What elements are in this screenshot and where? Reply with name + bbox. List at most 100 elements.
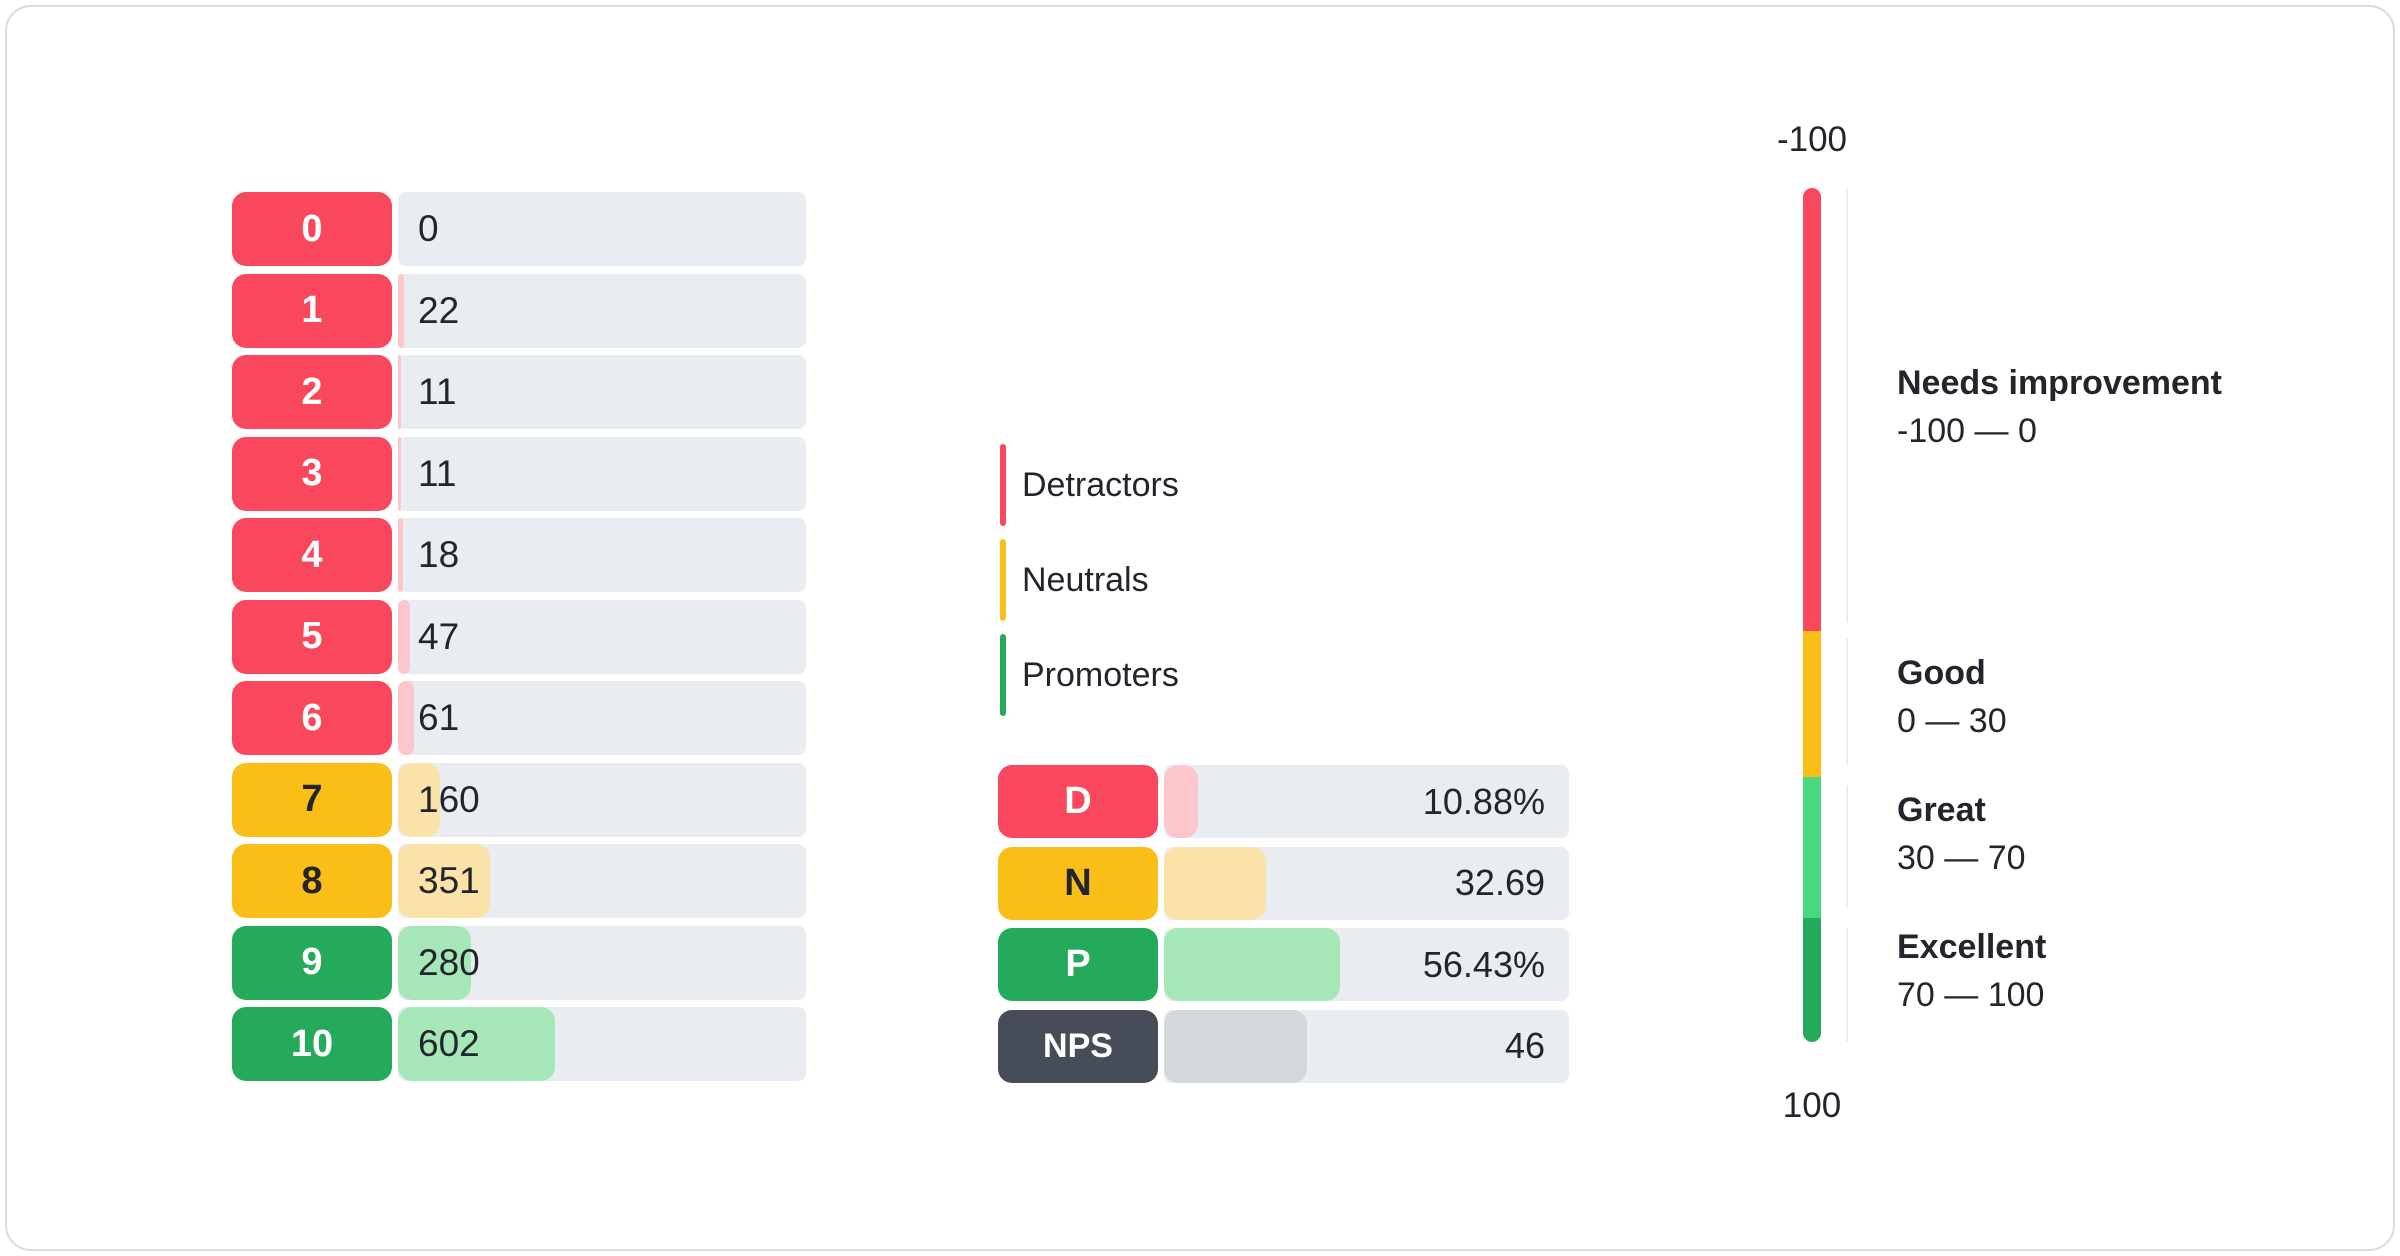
gauge-tick-line-0 xyxy=(1846,188,1848,623)
summary-row-n: N 32.69 xyxy=(998,846,1569,920)
summary-fill-d xyxy=(1164,765,1198,838)
legend-item-detractors[interactable]: Detractors xyxy=(1000,444,1179,526)
score-track: 61 xyxy=(398,681,806,755)
score-row-7: 7 160 xyxy=(232,762,806,837)
score-badge-8: 8 xyxy=(232,844,392,918)
score-fill-8 xyxy=(398,844,490,918)
score-badge-4: 4 xyxy=(232,518,392,592)
score-row-6: 6 61 xyxy=(232,681,806,755)
score-track: 602 xyxy=(398,1007,806,1081)
gauge-tick-line-2 xyxy=(1846,785,1848,908)
score-badge-9: 9 xyxy=(232,925,392,1000)
score-badge-5: 5 xyxy=(232,599,392,674)
score-track: 11 xyxy=(398,355,806,429)
score-distribution-chart: 0 0 1 22 2 11 3 11 4 18 5 xyxy=(232,192,806,1081)
score-fill-6 xyxy=(398,681,414,755)
gauge-segment-red xyxy=(1803,188,1821,632)
gauge-min-label: -100 xyxy=(1776,120,1848,159)
summary-row-nps: NPS 46 xyxy=(998,1009,1569,1083)
score-badge-0: 0 xyxy=(232,192,392,266)
score-value-6: 61 xyxy=(418,697,460,738)
legend-swatch-neutrals xyxy=(1000,539,1006,621)
score-track: 47 xyxy=(398,599,806,674)
score-row-10: 10 602 xyxy=(232,1007,806,1081)
score-fill-4 xyxy=(398,518,403,592)
score-fill-7 xyxy=(398,762,440,837)
summary-value-n: 32.69 xyxy=(1454,862,1545,903)
score-value-8: 351 xyxy=(418,860,480,901)
score-track: 46 xyxy=(1164,1009,1569,1083)
score-value-10: 602 xyxy=(418,1023,480,1064)
score-fill-1 xyxy=(398,273,404,348)
gauge-zone-title: Excellent xyxy=(1897,928,2047,966)
score-row-1: 1 22 xyxy=(232,273,806,348)
gauge-zone-title: Great xyxy=(1897,791,1986,829)
score-value-9: 280 xyxy=(418,941,480,983)
summary-row-d: D 10.88% xyxy=(998,765,1569,838)
score-track: 11 xyxy=(398,436,806,511)
score-row-4: 4 18 xyxy=(232,518,806,592)
gauge-zone-label-2: Great 30 — 70 xyxy=(1897,788,2026,880)
score-badge-10: 10 xyxy=(232,1007,392,1081)
score-track: 22 xyxy=(398,273,806,348)
legend-label: Neutrals xyxy=(1022,560,1149,599)
score-row-3: 3 11 xyxy=(232,436,806,511)
score-track: 32.69 xyxy=(1164,846,1569,920)
gauge-max-label: 100 xyxy=(1782,1086,1842,1125)
gauge-zone-title: Good xyxy=(1897,654,1986,692)
score-row-9: 9 280 xyxy=(232,925,806,1000)
score-fill-5 xyxy=(398,599,411,674)
summary-badge-p: P xyxy=(998,928,1158,1001)
summary-badge-d: D xyxy=(998,765,1158,838)
summary-fill-p xyxy=(1164,928,1340,1001)
gauge-zone-label-3: Excellent 70 — 100 xyxy=(1897,925,2046,1017)
gauge-segment-green xyxy=(1803,918,1821,1042)
gauge-bar xyxy=(1803,188,1821,1042)
legend-label: Promoters xyxy=(1022,655,1179,694)
score-fill-10 xyxy=(398,1007,556,1081)
summary-value-p: 56.43% xyxy=(1422,943,1545,985)
score-badge-7: 7 xyxy=(232,762,392,837)
score-track: 280 xyxy=(398,925,806,1000)
gauge-zone-label-0: Needs improvement -100 — 0 xyxy=(1897,361,2222,453)
score-row-8: 8 351 xyxy=(232,844,806,918)
score-track: 18 xyxy=(398,518,806,592)
score-fill-9 xyxy=(398,925,472,1000)
score-value-4: 18 xyxy=(418,534,460,575)
legend-swatch-detractors xyxy=(1000,444,1006,526)
summary-value-nps: 46 xyxy=(1504,1025,1545,1066)
legend-item-promoters[interactable]: Promoters xyxy=(1000,634,1179,716)
nps-summary-chart: D 10.88% N 32.69 P 56.43% NPS 46 xyxy=(998,765,1569,1083)
score-track: 351 xyxy=(398,844,806,918)
legend: Detractors Neutrals Promoters xyxy=(1000,444,1179,716)
legend-swatch-promoters xyxy=(1000,634,1006,716)
summary-row-p: P 56.43% xyxy=(998,928,1569,1001)
gauge-tick-line-1 xyxy=(1846,637,1848,765)
score-track: 10.88% xyxy=(1164,765,1569,838)
gauge-tick-line-3 xyxy=(1846,928,1848,1042)
score-fill-2 xyxy=(398,355,401,429)
score-row-5: 5 47 xyxy=(232,599,806,674)
gauge-segment-green-bright xyxy=(1803,777,1821,919)
score-value-3: 11 xyxy=(418,452,457,494)
score-row-2: 2 11 xyxy=(232,355,806,429)
gauge-zone-range: 0 — 30 xyxy=(1897,702,2007,740)
gauge-zone-label-1: Good 0 — 30 xyxy=(1897,651,2007,743)
summary-badge-n: N xyxy=(998,846,1158,920)
score-badge-2: 2 xyxy=(232,355,392,429)
summary-fill-nps xyxy=(1164,1009,1308,1083)
legend-item-neutrals[interactable]: Neutrals xyxy=(1000,539,1179,621)
summary-fill-n xyxy=(1164,846,1266,920)
score-value-0: 0 xyxy=(418,208,439,249)
legend-label: Detractors xyxy=(1022,465,1179,504)
gauge-zone-range: -100 — 0 xyxy=(1897,412,2037,450)
score-value-2: 11 xyxy=(418,371,457,412)
score-track: 56.43% xyxy=(1164,928,1569,1001)
score-badge-1: 1 xyxy=(232,273,392,348)
score-track: 160 xyxy=(398,762,806,837)
score-value-1: 22 xyxy=(418,289,460,331)
score-row-0: 0 0 xyxy=(232,192,806,266)
gauge-zone-range: 30 — 70 xyxy=(1897,839,2026,877)
gauge-zone-range: 70 — 100 xyxy=(1897,976,2045,1014)
summary-value-d: 10.88% xyxy=(1422,780,1545,822)
